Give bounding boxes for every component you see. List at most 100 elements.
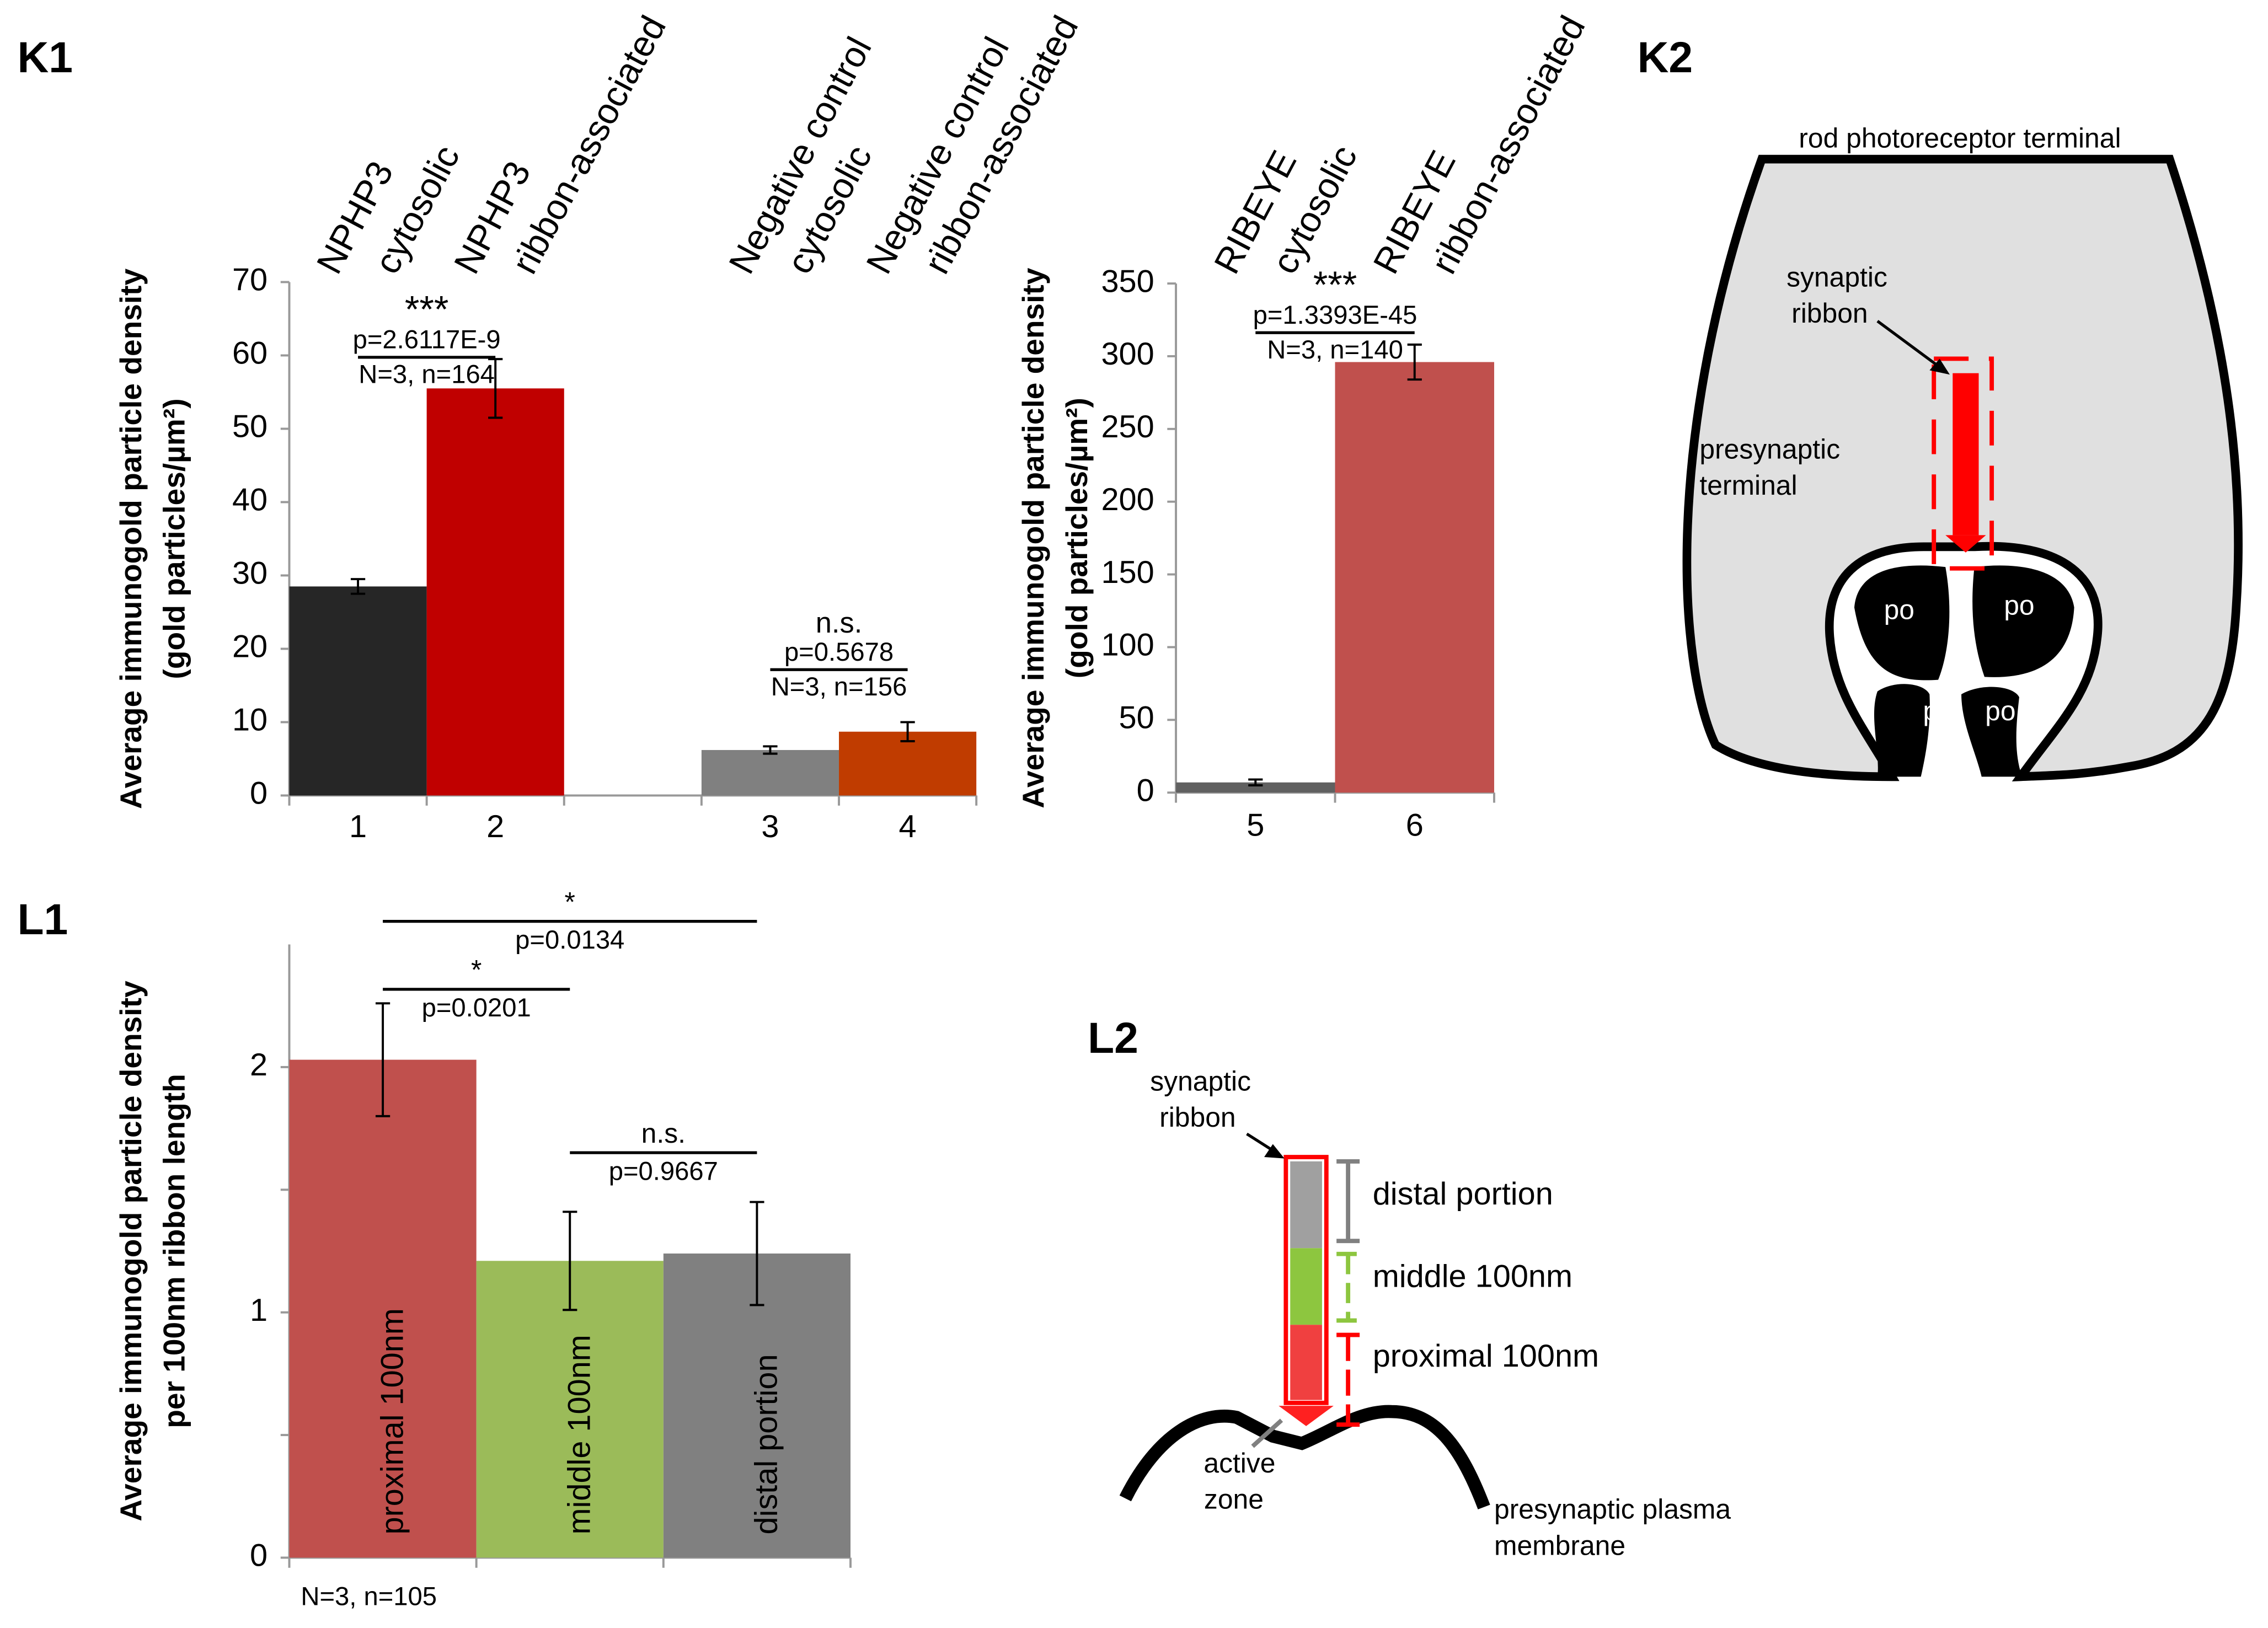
y-tick-label: 250 (1101, 409, 1154, 445)
y-axis-label: Average immunogold particle density (1016, 267, 1050, 808)
error-bar (375, 1002, 391, 1117)
column-label: ribbon-associated (1423, 9, 1592, 280)
y-tick-label: 100 (1101, 628, 1154, 663)
diagram-label: presynaptic plasma (1494, 1494, 1731, 1525)
y-axis-label: Average immunogold particle density (114, 269, 148, 810)
postsynaptic-process (1972, 565, 2074, 677)
k2-diagram: po po po po rod photoreceptor terminal s… (1682, 123, 2243, 781)
error-bar (563, 1211, 577, 1311)
sample-size: N=3, n=156 (771, 672, 907, 701)
column-label: ribbon-associated (504, 9, 673, 280)
y-axis-label: (gold particles/µm²) (157, 398, 191, 679)
postsynaptic-process (1874, 684, 1930, 777)
ribbon-base (1945, 535, 1986, 553)
bar (289, 1059, 477, 1558)
x-tick-label: 5 (1247, 807, 1264, 843)
p-value: p=0.9667 (609, 1156, 718, 1186)
ribbon-outline (1932, 356, 1994, 571)
ribbon-outline (1283, 1155, 1329, 1405)
category-label: proximal 100nm (375, 1308, 410, 1534)
x-tick-label: 1 (349, 809, 367, 844)
scale (1336, 1159, 1360, 1427)
process-label: po (1884, 595, 1914, 625)
postsynaptic-process (1854, 565, 1950, 681)
process-label: po (1923, 695, 1953, 726)
process-label: po (2004, 590, 2034, 621)
arrow-head (1264, 1144, 1285, 1159)
y-tick-label: 50 (1119, 700, 1154, 736)
x-tick-label: 6 (1406, 807, 1424, 843)
y-axis-label: (gold particles/µm²) (1060, 398, 1094, 678)
category-label: distal portion (749, 1354, 784, 1534)
error-bar (1407, 343, 1422, 381)
panel-label: K1 (17, 33, 73, 82)
diagram-label: ribbon (1791, 298, 1868, 329)
y-tick-label: 0 (250, 1538, 268, 1573)
panel-label: K2 (1638, 33, 1693, 82)
y-tick-label: 30 (232, 556, 268, 591)
diagram-label: synaptic (1786, 261, 1887, 292)
y-tick-label: 0 (250, 776, 268, 811)
y-tick-label: 150 (1101, 555, 1154, 590)
sample-size: N=3, n=164 (359, 360, 495, 389)
significance-mark: * (471, 955, 482, 986)
y-axis-label: Average immunogold particle density (114, 981, 148, 1522)
segment-label: proximal 100nm (1373, 1338, 1599, 1374)
error-bar (350, 578, 366, 595)
y-tick-label: 300 (1101, 336, 1154, 372)
bar (289, 586, 427, 796)
x-tick-label: 4 (899, 809, 917, 844)
ribbon-proximal (1290, 1325, 1322, 1400)
bar (1176, 782, 1335, 793)
ribbon-base (1279, 1406, 1334, 1426)
significance-mark: *** (1313, 264, 1357, 306)
y-tick-label: 40 (232, 483, 268, 518)
ribbon-distal (1290, 1161, 1322, 1249)
diagram-label: ribbon (1159, 1102, 1235, 1133)
error-bar (488, 358, 503, 419)
diagram-label: membrane (1494, 1530, 1625, 1561)
y-tick-label: 70 (232, 263, 268, 298)
sample-size: N=3, n=140 (1267, 335, 1403, 365)
y-tick-label: 60 (232, 336, 268, 371)
error-bar (1248, 778, 1263, 786)
significance-mark: * (565, 886, 575, 917)
arrow (1251, 1418, 1283, 1448)
error-bar (750, 1201, 764, 1306)
ribbon-middle (1290, 1248, 1322, 1325)
error-bar (763, 745, 778, 755)
category-label: middle 100nm (561, 1335, 597, 1534)
diagram-title: rod photoreceptor terminal (1799, 123, 2121, 154)
diagram-label: active (1203, 1448, 1275, 1479)
diagram-label: zone (1204, 1484, 1264, 1514)
y-tick-label: 20 (232, 629, 268, 665)
diagram-label: terminal (1699, 470, 1797, 501)
segment-label: distal portion (1373, 1176, 1553, 1212)
diagram-label: presynaptic (1699, 433, 1840, 464)
ribbon (1953, 373, 1979, 535)
bar (426, 388, 564, 796)
panel-label: L1 (17, 895, 68, 944)
y-tick-label: 350 (1101, 264, 1154, 299)
segment-label: middle 100nm (1373, 1259, 1572, 1294)
panel-label: L2 (1088, 1014, 1138, 1062)
y-tick-label: 200 (1101, 482, 1154, 517)
y-tick-label: 50 (232, 409, 268, 445)
y-tick-label: 10 (232, 703, 268, 738)
diagram-label: synaptic (1150, 1065, 1251, 1096)
y-tick-label: 1 (250, 1293, 268, 1328)
p-value: p=2.6117E-9 (353, 325, 501, 354)
arrow-head (1929, 358, 1950, 375)
footnote: N=3, n=105 (301, 1582, 437, 1611)
arrow (1876, 320, 1945, 372)
p-value: p=0.0134 (515, 925, 624, 955)
process-label: po (1985, 695, 2015, 726)
x-tick-label: 2 (486, 809, 504, 844)
bar (1335, 362, 1494, 793)
p-value: p=0.5678 (784, 638, 894, 667)
p-value: p=0.0201 (422, 993, 531, 1022)
significance-mark: *** (405, 289, 449, 331)
bar (701, 749, 839, 796)
